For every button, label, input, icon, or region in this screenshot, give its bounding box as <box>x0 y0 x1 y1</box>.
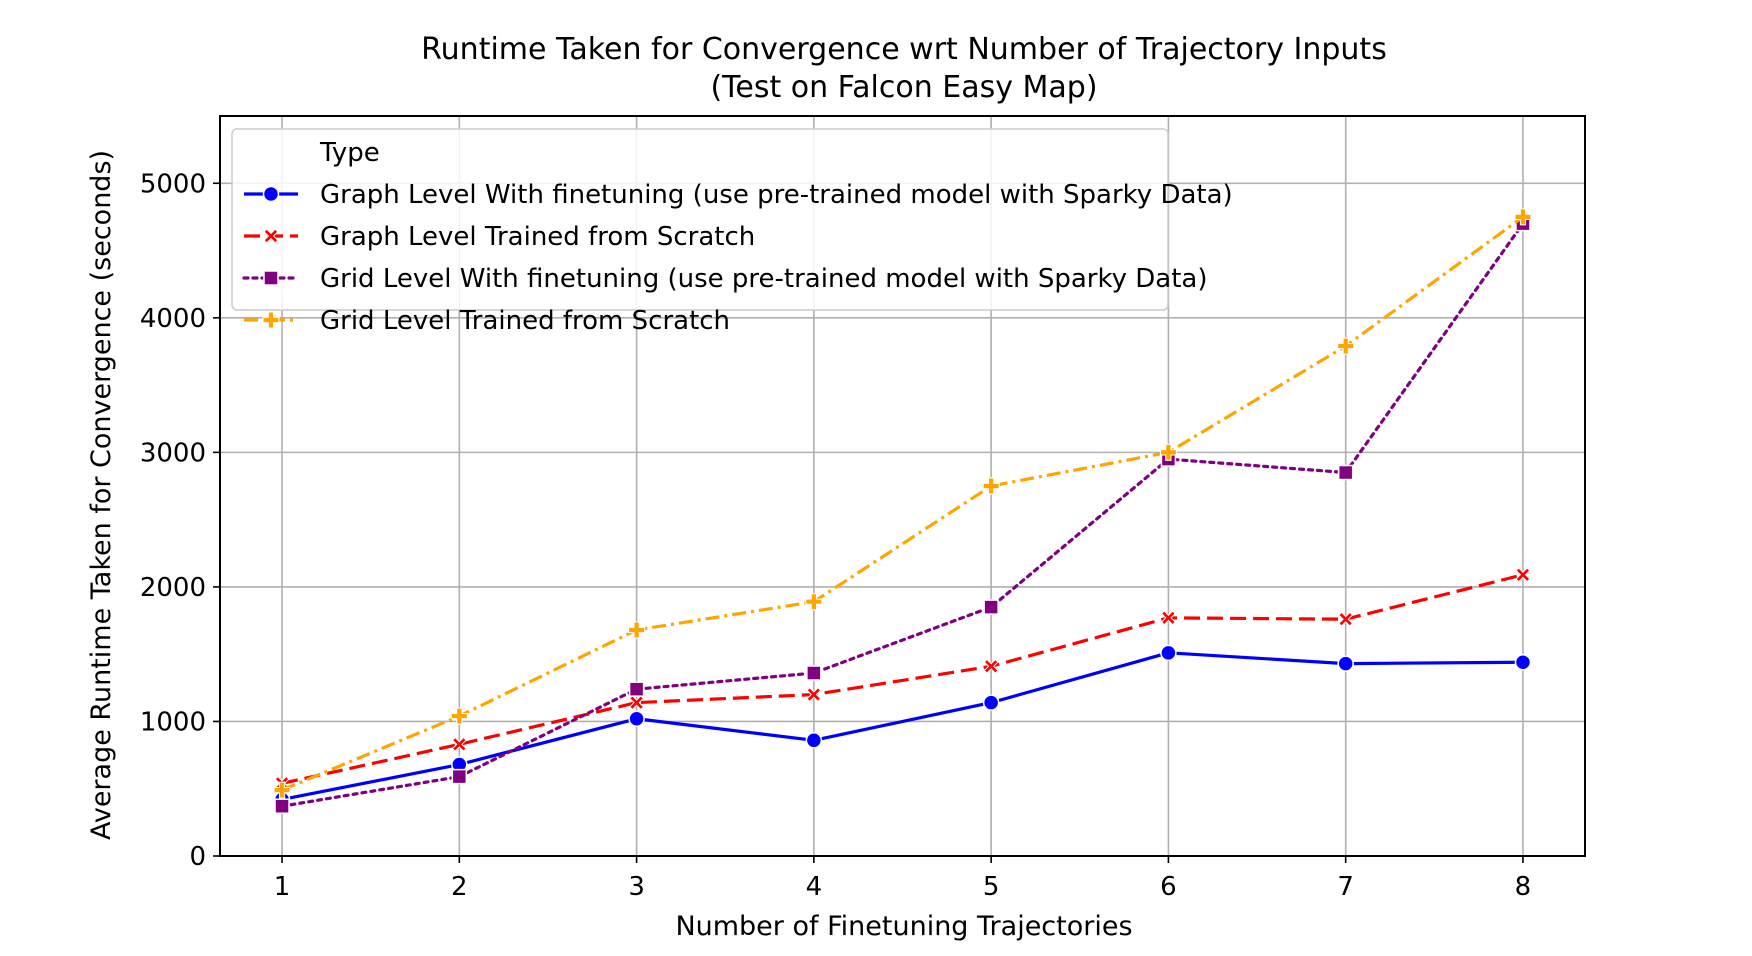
data-point <box>805 732 823 749</box>
data-point <box>451 768 468 785</box>
data-point <box>983 599 999 615</box>
data-point <box>806 665 822 681</box>
data-point <box>1514 654 1532 671</box>
data-point <box>806 687 822 703</box>
x-tick-label: 7 <box>1337 872 1354 902</box>
y-tick-label: 3000 <box>140 438 206 468</box>
data-point <box>982 694 1000 711</box>
legend: Type Graph Level With finetuning (use pre… <box>231 128 1233 336</box>
legend-item: Grid Level Trained from Scratch <box>244 306 730 336</box>
x-tick-label: 8 <box>1515 872 1532 902</box>
y-tick-label: 4000 <box>140 304 206 334</box>
legend-item: Graph Level Trained from Scratch <box>244 222 755 252</box>
legend-label: Grid Level Trained from Scratch <box>320 306 730 336</box>
data-point <box>273 781 291 799</box>
data-point <box>1337 464 1354 481</box>
x-tick-label: 2 <box>451 872 468 902</box>
legend-title: Type <box>319 138 380 168</box>
data-point <box>628 681 645 697</box>
series-2 <box>274 567 1531 791</box>
data-point <box>1159 443 1177 461</box>
legend-marker <box>263 270 279 286</box>
x-tick-label: 6 <box>1160 872 1177 902</box>
x-tick-label: 3 <box>628 872 645 902</box>
x-tick-label: 5 <box>983 872 1000 902</box>
legend-label: Graph Level With finetuning (use pre-tra… <box>320 180 1233 210</box>
chart-title: Runtime Taken for Convergence wrt Number… <box>421 32 1387 67</box>
legend-box <box>231 128 1169 311</box>
y-tick-label: 1000 <box>140 707 206 737</box>
legend-marker <box>262 185 280 203</box>
series-1 <box>273 644 1532 808</box>
data-point <box>1514 208 1532 226</box>
y-tick-label: 0 <box>189 842 206 872</box>
legend-item: Graph Level With finetuning (use pre-tra… <box>244 180 1233 210</box>
series-4 <box>273 208 1532 799</box>
x-axis-label: Number of Finetuning Trajectories <box>675 911 1132 942</box>
data-series <box>273 208 1532 814</box>
data-point <box>1337 337 1355 355</box>
data-point <box>274 798 290 814</box>
data-point <box>805 593 823 611</box>
legend-label: Grid Level With finetuning (use pre-trai… <box>320 264 1208 294</box>
series-line <box>281 573 1524 785</box>
y-tick-label: 2000 <box>140 573 206 603</box>
legend-marker <box>262 311 280 329</box>
data-point <box>628 710 645 728</box>
data-point <box>1337 655 1354 672</box>
series-line <box>280 222 1525 808</box>
data-point <box>450 707 468 725</box>
data-point <box>1160 644 1177 662</box>
series-line <box>281 215 1524 792</box>
chart-subtitle: (Test on Falcon Easy Map) <box>710 70 1097 105</box>
legend-label: Graph Level Trained from Scratch <box>320 222 755 252</box>
data-point <box>982 477 1000 495</box>
axes: 1 2 3 4 5 6 7 8 0 1000 2000 3000 4000 5000 <box>140 115 1586 902</box>
data-point <box>451 736 467 752</box>
data-point <box>628 621 646 639</box>
data-point <box>983 658 999 674</box>
series-line <box>281 651 1523 802</box>
x-tick-label: 4 <box>806 872 823 902</box>
data-point <box>629 695 645 711</box>
data-point <box>1160 610 1176 626</box>
data-point <box>1338 611 1354 627</box>
legend-marker <box>263 228 279 244</box>
y-axis-label: Average Runtime Taken for Convergence (s… <box>86 150 117 840</box>
y-tick-label: 5000 <box>140 169 206 199</box>
x-tick-label: 1 <box>274 872 291 902</box>
plot-frame <box>219 115 1586 857</box>
legend-item: Grid Level With finetuning (use pre-trai… <box>242 264 1208 294</box>
data-point <box>1515 567 1531 583</box>
